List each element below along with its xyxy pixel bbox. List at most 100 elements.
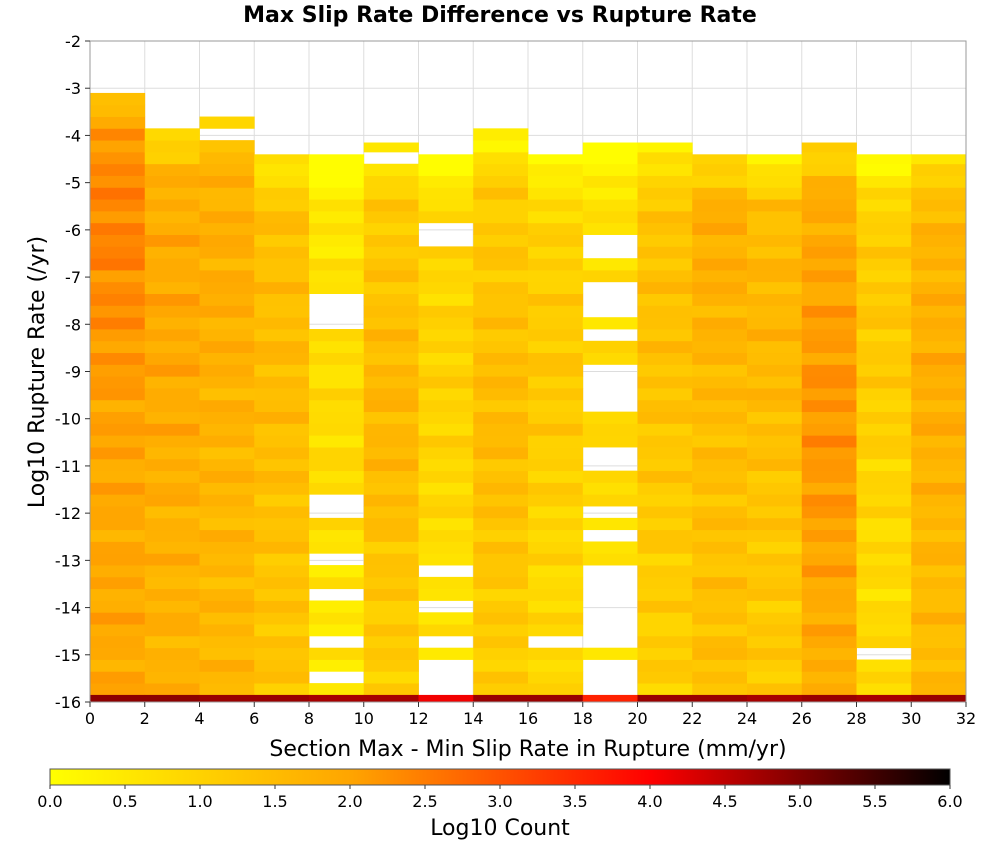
heatmap-cell [254,281,310,294]
heatmap-cell [418,624,474,637]
heatmap-cell [692,293,748,306]
heatmap-cell [144,234,200,247]
colorbar-tick-label: 5.0 [787,792,812,811]
heatmap-cell [309,187,365,200]
heatmap-cell [199,565,255,578]
heatmap-cell [856,258,912,271]
heatmap-cell [473,151,529,165]
heatmap-cell [144,506,200,519]
heatmap-cell [309,329,365,342]
heatmap-cell [692,305,748,318]
heatmap-cell [254,269,310,283]
heatmap-cell [911,494,967,507]
heatmap-cell [801,388,857,401]
heatmap-cell [747,423,803,436]
heatmap-cell [747,329,803,342]
heatmap-cell [637,576,693,590]
heatmap-cell [801,234,857,247]
colorbar-tick-label: 2.5 [412,792,437,811]
heatmap-cell [856,600,912,613]
heatmap-cell [911,352,967,365]
heatmap-cell [582,423,638,436]
heatmap-cell [473,376,529,389]
heatmap-cell [911,305,967,318]
heatmap-cell [911,281,967,294]
heatmap-cell [856,317,912,330]
heatmap-cell [692,647,748,660]
heatmap-cell [692,576,748,590]
heatmap-cell [911,553,967,566]
heatmap-cell [144,624,200,637]
heatmap-cell [418,258,474,271]
heatmap-cell [90,399,146,413]
heatmap-cell [528,600,584,613]
heatmap-cell [309,199,365,212]
heatmap-cell [528,210,584,224]
heatmap-cell [418,199,474,212]
heatmap-cell [199,529,255,542]
heatmap-cell [637,470,693,483]
heatmap-cell [473,517,529,531]
colorbar-ticks: 0.0 0.5 1.0 1.5 2.0 2.5 3.0 3.5 4.0 4.5 5.0 5.5 6.0 [37,785,963,811]
heatmap-cell [801,612,857,625]
heatmap-cell [254,576,310,590]
heatmap-cell [363,281,419,294]
heatmap-cell [199,340,255,354]
heatmap-cell [637,529,693,542]
heatmap-cell [582,163,638,176]
heatmap-cell [747,447,803,460]
heatmap-cell [90,317,146,330]
heatmap-cell [199,553,255,566]
heatmap-cell [856,470,912,483]
chart-title: Max Slip Rate Difference vs Rupture Rate [243,3,757,28]
heatmap-cell [254,529,310,542]
heatmap-cell [199,576,255,590]
heatmap-cell [473,329,529,342]
colorbar [49,768,951,786]
heatmap-cell [418,553,474,566]
heatmap-cell [692,411,748,424]
heatmap-cell [528,175,584,188]
heatmap-cell [418,154,474,165]
heatmap-cell [528,647,584,660]
heatmap-cell [747,541,803,554]
heatmap-cell [199,116,255,129]
colorbar-tick-label: 3.5 [562,792,587,811]
heatmap-cell [199,482,255,495]
heatmap-cell [856,659,912,672]
heatmap-cell [911,647,967,660]
heatmap-cell [144,340,200,354]
heatmap-cell [363,506,419,519]
heatmap-cell [747,576,803,590]
heatmap-cell [144,258,200,271]
heatmap-cell [801,659,857,672]
heatmap-cell [144,482,200,495]
heatmap-cell [801,647,857,660]
heatmap-cell [473,258,529,271]
heatmap-cell [582,411,638,424]
heatmap-cell [473,399,529,413]
heatmap-cell [528,163,584,176]
heatmap-cell [856,482,912,495]
heatmap-cell [309,612,365,625]
heatmap-cell [363,494,419,507]
heatmap-cell [309,529,365,542]
heatmap-cell [254,470,310,483]
heatmap-cell [747,470,803,483]
heatmap-cell [363,576,419,590]
heatmap-cell [363,340,419,354]
heatmap-cell [90,128,146,141]
heatmap-cell [801,246,857,259]
heatmap-cell [199,659,255,672]
heatmap-cell [90,565,146,578]
y-tick-label: -4 [65,126,81,145]
heatmap-cell [309,647,365,660]
heatmap-cell [363,600,419,613]
x-tick-label: 0 [85,709,95,728]
heatmap-cell [144,683,200,696]
heatmap-cell [528,411,584,424]
heatmap-cell [144,600,200,613]
colorbar-tick-label: 0.5 [112,792,137,811]
heatmap-cell [144,647,200,660]
heatmap-cell [801,506,857,519]
